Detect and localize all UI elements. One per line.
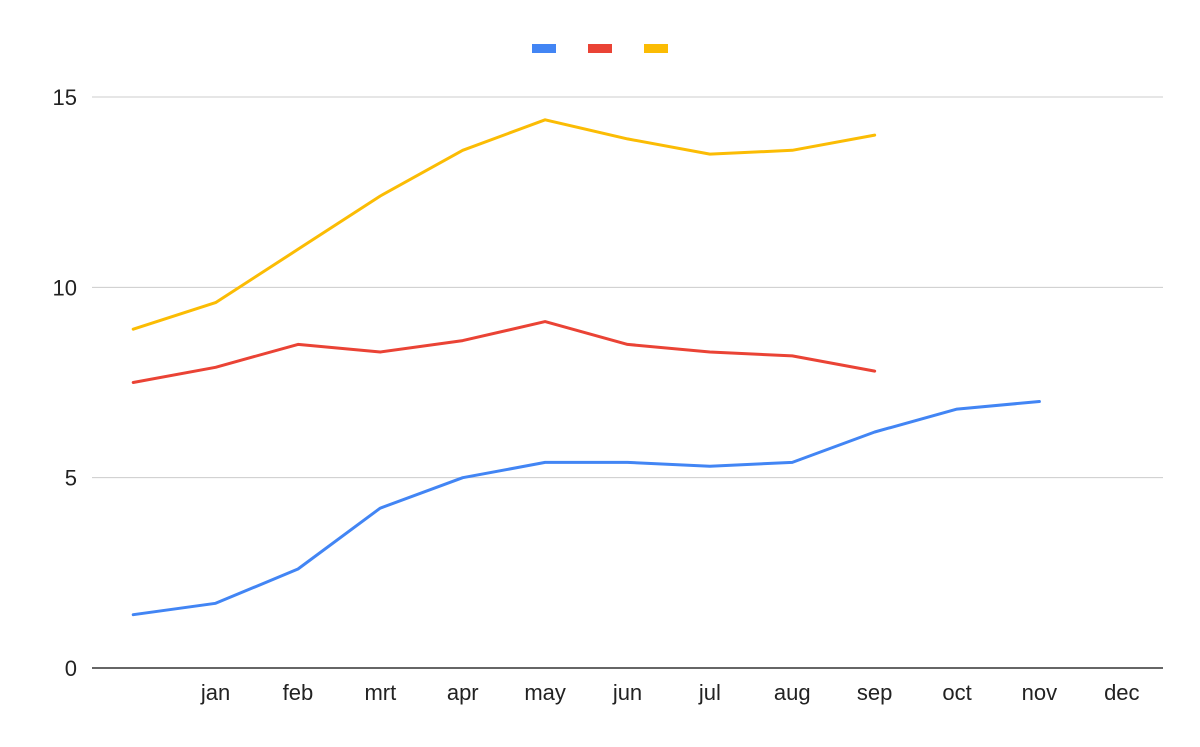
x-tick-label: dec [1104, 680, 1139, 705]
x-tick-label: may [524, 680, 566, 705]
series-line-3 [131, 118, 877, 331]
chart-legend [532, 44, 668, 53]
x-tick-label: jul [698, 680, 721, 705]
series-line-1 [131, 400, 1041, 617]
x-tick-label: apr [447, 680, 479, 705]
y-tick-label: 15 [53, 85, 77, 110]
x-tick-label: aug [774, 680, 811, 705]
x-tick-label: sep [857, 680, 892, 705]
x-tick-label: mrt [364, 680, 396, 705]
x-tick-label: nov [1022, 680, 1057, 705]
x-tick-label: feb [283, 680, 314, 705]
y-tick-label: 5 [65, 466, 77, 491]
legend-swatch-3 [644, 44, 668, 53]
y-tick-label: 0 [65, 656, 77, 681]
x-tick-label: jun [612, 680, 642, 705]
axes: 0 5 10 15 jan feb mrt apr may jun jul aug sep oct nov d… [53, 85, 1163, 705]
series-lines [131, 118, 1041, 617]
x-tick-label: jan [200, 680, 230, 705]
legend-swatch-2 [588, 44, 612, 53]
series-line-2 [131, 320, 877, 384]
y-tick-label: 10 [53, 275, 77, 300]
gridlines [92, 96, 1163, 479]
x-tick-label: oct [942, 680, 971, 705]
legend-swatch-1 [532, 44, 556, 53]
